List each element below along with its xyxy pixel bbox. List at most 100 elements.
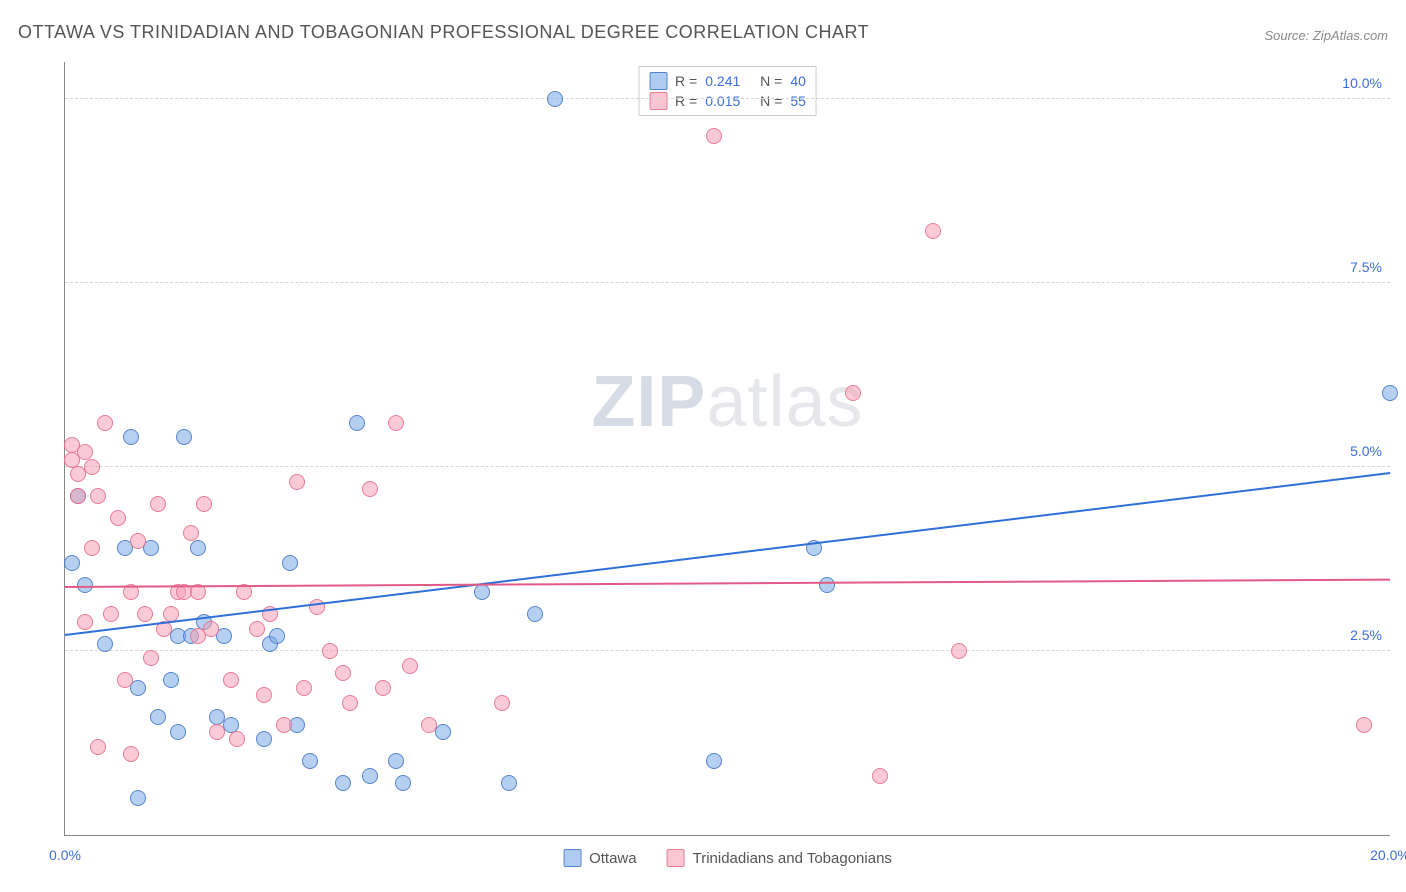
data-point: [1356, 717, 1372, 733]
data-point: [349, 415, 365, 431]
data-point: [170, 724, 186, 740]
trend-line: [65, 472, 1390, 636]
gridline: [65, 98, 1390, 99]
data-point: [103, 606, 119, 622]
data-point: [276, 717, 292, 733]
x-tick-label: 0.0%: [49, 847, 81, 863]
data-point: [130, 533, 146, 549]
swatch-pink-icon: [649, 92, 667, 110]
data-point: [474, 584, 490, 600]
data-point: [196, 496, 212, 512]
data-point: [77, 614, 93, 630]
source-attribution: Source: ZipAtlas.com: [1264, 28, 1388, 43]
data-point: [150, 709, 166, 725]
data-point: [269, 628, 285, 644]
legend-label-ottawa: Ottawa: [589, 850, 637, 867]
n-label: N =: [760, 73, 782, 89]
n-value-ottawa: 40: [790, 73, 806, 89]
r-value-tnt: 0.015: [705, 93, 740, 109]
swatch-blue-icon: [649, 72, 667, 90]
data-point: [163, 672, 179, 688]
data-point: [256, 687, 272, 703]
series-legend: Ottawa Trinidadians and Tobagonians: [563, 849, 892, 867]
data-point: [335, 665, 351, 681]
data-point: [130, 790, 146, 806]
data-point: [547, 91, 563, 107]
data-point: [342, 695, 358, 711]
data-point: [388, 753, 404, 769]
data-point: [388, 415, 404, 431]
data-point: [309, 599, 325, 615]
n-value-tnt: 55: [790, 93, 806, 109]
data-point: [84, 459, 100, 475]
data-point: [110, 510, 126, 526]
data-point: [289, 474, 305, 490]
watermark-light: atlas: [706, 362, 863, 442]
chart-title: OTTAWA VS TRINIDADIAN AND TOBAGONIAN PRO…: [18, 22, 869, 43]
stats-legend: R = 0.241 N = 40 R = 0.015 N = 55: [638, 66, 817, 116]
r-label: R =: [675, 73, 697, 89]
data-point: [229, 731, 245, 747]
scatter-plot: ZIPatlas R = 0.241 N = 40 R = 0.015 N = …: [64, 62, 1390, 836]
data-point: [97, 636, 113, 652]
y-tick-label: 7.5%: [1350, 259, 1382, 275]
gridline: [65, 466, 1390, 467]
data-point: [256, 731, 272, 747]
data-point: [395, 775, 411, 791]
y-tick-label: 10.0%: [1342, 75, 1382, 91]
data-point: [117, 672, 133, 688]
gridline: [65, 282, 1390, 283]
swatch-pink-icon: [667, 849, 685, 867]
data-point: [925, 223, 941, 239]
data-point: [123, 429, 139, 445]
data-point: [223, 672, 239, 688]
watermark: ZIPatlas: [591, 361, 863, 443]
data-point: [143, 650, 159, 666]
gridline: [65, 650, 1390, 651]
data-point: [90, 488, 106, 504]
data-point: [494, 695, 510, 711]
legend-item-ottawa: Ottawa: [563, 849, 637, 867]
stats-row-tnt: R = 0.015 N = 55: [649, 91, 806, 111]
r-label: R =: [675, 93, 697, 109]
data-point: [527, 606, 543, 622]
data-point: [501, 775, 517, 791]
chart-area: Professional Degree ZIPatlas R = 0.241 N…: [16, 62, 1390, 876]
legend-label-tnt: Trinidadians and Tobagonians: [693, 850, 892, 867]
y-tick-label: 2.5%: [1350, 627, 1382, 643]
data-point: [282, 555, 298, 571]
data-point: [375, 680, 391, 696]
data-point: [402, 658, 418, 674]
data-point: [90, 739, 106, 755]
trend-line: [65, 579, 1390, 588]
data-point: [137, 606, 153, 622]
data-point: [123, 746, 139, 762]
data-point: [872, 768, 888, 784]
data-point: [64, 555, 80, 571]
data-point: [77, 444, 93, 460]
data-point: [183, 525, 199, 541]
data-point: [706, 753, 722, 769]
data-point: [819, 577, 835, 593]
data-point: [706, 128, 722, 144]
data-point: [1382, 385, 1398, 401]
data-point: [150, 496, 166, 512]
x-tick-label: 20.0%: [1370, 847, 1406, 863]
y-tick-label: 5.0%: [1350, 443, 1382, 459]
data-point: [190, 540, 206, 556]
data-point: [97, 415, 113, 431]
stats-row-ottawa: R = 0.241 N = 40: [649, 71, 806, 91]
data-point: [951, 643, 967, 659]
r-value-ottawa: 0.241: [705, 73, 740, 89]
swatch-blue-icon: [563, 849, 581, 867]
data-point: [203, 621, 219, 637]
data-point: [845, 385, 861, 401]
data-point: [249, 621, 265, 637]
data-point: [296, 680, 312, 696]
data-point: [362, 481, 378, 497]
data-point: [84, 540, 100, 556]
data-point: [176, 429, 192, 445]
n-label: N =: [760, 93, 782, 109]
data-point: [421, 717, 437, 733]
data-point: [322, 643, 338, 659]
